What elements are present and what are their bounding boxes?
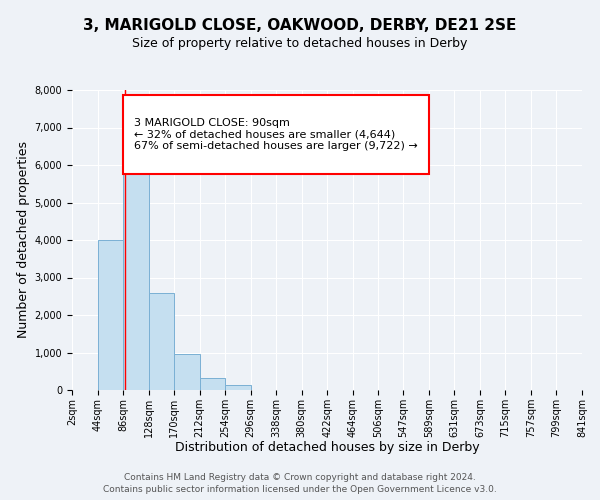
- Y-axis label: Number of detached properties: Number of detached properties: [17, 142, 31, 338]
- Text: 3, MARIGOLD CLOSE, OAKWOOD, DERBY, DE21 2SE: 3, MARIGOLD CLOSE, OAKWOOD, DERBY, DE21 …: [83, 18, 517, 32]
- X-axis label: Distribution of detached houses by size in Derby: Distribution of detached houses by size …: [175, 442, 479, 454]
- FancyBboxPatch shape: [123, 94, 429, 174]
- Bar: [174, 354, 200, 390]
- Text: Size of property relative to detached houses in Derby: Size of property relative to detached ho…: [133, 38, 467, 51]
- Bar: [200, 378, 225, 390]
- Bar: [123, 142, 149, 390]
- Text: 3 MARIGOLD CLOSE: 90sqm
← 32% of detached houses are smaller (4,644)
67% of semi: 3 MARIGOLD CLOSE: 90sqm ← 32% of detache…: [134, 118, 418, 151]
- Bar: [225, 385, 251, 390]
- Bar: [98, 240, 123, 390]
- Bar: [149, 292, 174, 390]
- Text: Contains HM Land Registry data © Crown copyright and database right 2024.: Contains HM Land Registry data © Crown c…: [124, 473, 476, 482]
- Text: Contains public sector information licensed under the Open Government Licence v3: Contains public sector information licen…: [103, 486, 497, 494]
